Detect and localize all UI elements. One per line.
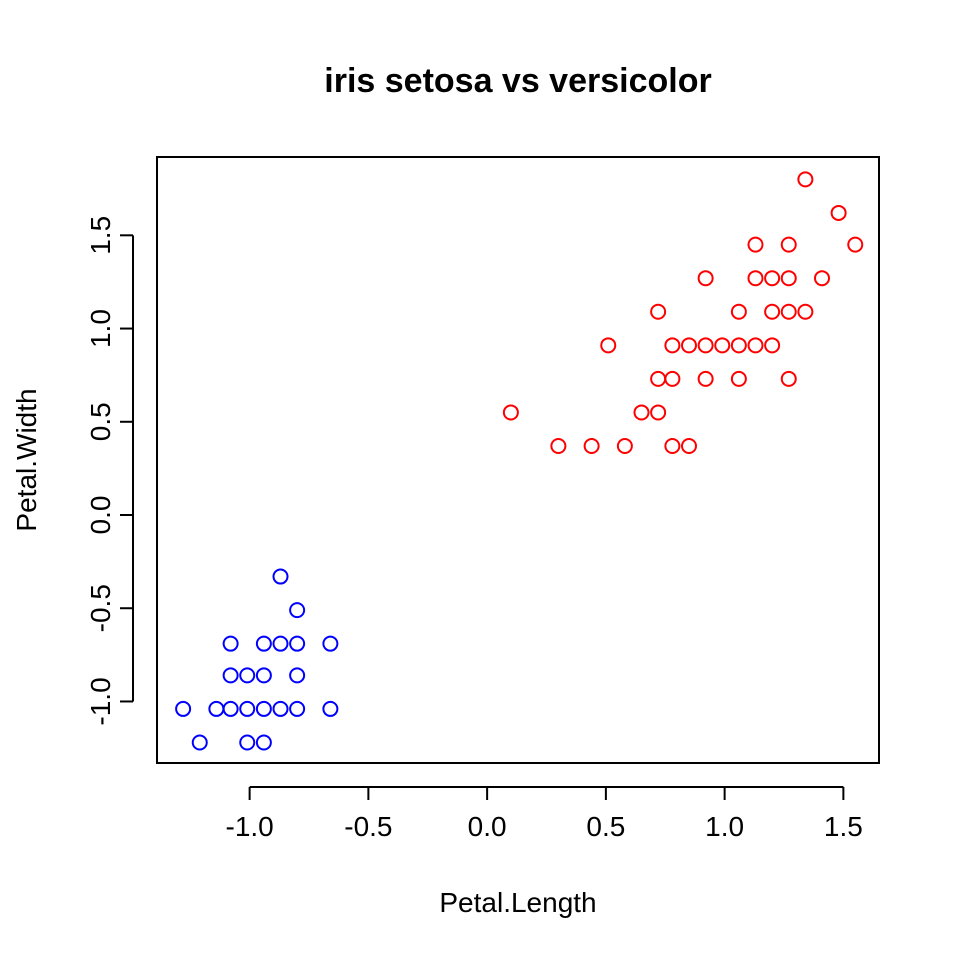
data-point — [797, 171, 814, 188]
data-point — [664, 337, 681, 354]
data-point — [681, 438, 697, 455]
data-point — [255, 734, 272, 751]
data-point — [714, 337, 731, 354]
data-point — [322, 700, 339, 717]
data-point — [664, 438, 681, 455]
y-tick-label: -1.0 — [85, 677, 116, 725]
y-tick-label: 0.0 — [85, 496, 116, 535]
data-point — [780, 270, 797, 287]
x-tick-label: -1.0 — [226, 811, 274, 842]
data-point — [175, 700, 192, 717]
y-tick-label: 1.5 — [85, 216, 116, 255]
data-point — [664, 370, 681, 387]
data-point — [730, 303, 747, 320]
y-tick-label: -0.5 — [85, 584, 116, 632]
data-points — [175, 171, 864, 751]
data-point — [289, 635, 306, 652]
data-point — [764, 270, 781, 287]
data-point — [272, 635, 289, 652]
data-point — [847, 236, 864, 253]
data-point — [239, 734, 256, 751]
data-point — [272, 568, 289, 585]
data-point — [289, 700, 306, 717]
data-point — [681, 337, 697, 354]
data-point — [780, 303, 797, 320]
x-tick-label: 0.5 — [586, 811, 625, 842]
data-point — [239, 700, 256, 717]
data-point — [797, 303, 814, 320]
x-tick-label: 1.5 — [824, 811, 863, 842]
data-point — [830, 204, 847, 221]
data-point — [222, 635, 239, 652]
data-point — [239, 667, 256, 684]
chart-title: iris setosa vs versicolor — [324, 62, 711, 100]
y-tick-label: 0.5 — [85, 402, 116, 441]
data-point — [583, 438, 600, 455]
data-point — [502, 404, 519, 421]
data-point — [616, 438, 633, 455]
data-point — [697, 370, 714, 387]
data-point — [730, 337, 747, 354]
data-point — [289, 667, 306, 684]
y-tick-label: 1.0 — [85, 309, 116, 348]
data-point — [650, 404, 667, 421]
data-point — [764, 303, 781, 320]
data-point — [697, 270, 714, 287]
data-point — [730, 370, 747, 387]
data-point — [747, 236, 764, 253]
x-tick-label: 1.0 — [705, 811, 744, 842]
data-point — [322, 635, 339, 652]
x-axis-label: Petal.Length — [439, 887, 596, 918]
data-point — [780, 236, 797, 253]
data-point — [255, 635, 272, 652]
data-point — [650, 303, 667, 320]
data-point — [814, 270, 830, 287]
y-axis: -1.0 -0.5 0.0 0.5 1.0 1.5 — [85, 216, 134, 726]
plot-frame — [156, 156, 880, 764]
data-point — [764, 337, 781, 354]
data-point — [222, 700, 239, 717]
y-axis-label: Petal.Width — [11, 388, 42, 531]
data-point — [255, 667, 272, 684]
data-point — [600, 337, 617, 354]
data-point — [272, 700, 289, 717]
data-point — [780, 370, 797, 387]
data-point — [191, 734, 208, 751]
data-point — [747, 337, 764, 354]
data-point — [633, 404, 650, 421]
x-axis: -1.0 -0.5 0.0 0.5 1.0 1.5 — [226, 786, 863, 842]
x-tick-label: 0.0 — [468, 811, 507, 842]
data-point — [255, 700, 272, 717]
data-point — [222, 667, 239, 684]
data-point — [550, 438, 567, 455]
data-point — [747, 270, 764, 287]
data-point — [697, 337, 714, 354]
data-point — [289, 602, 306, 619]
x-tick-label: -0.5 — [344, 811, 392, 842]
